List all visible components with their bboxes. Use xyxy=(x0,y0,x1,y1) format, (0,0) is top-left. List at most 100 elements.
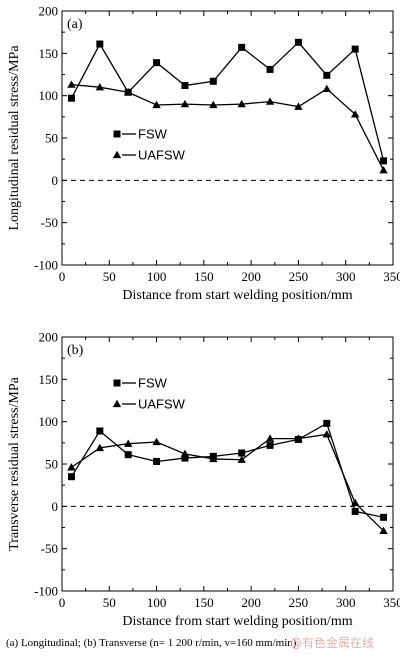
chart-a-series-fsw-point xyxy=(153,59,161,67)
chart-b-series-fsw-point xyxy=(124,451,132,459)
chart-b-series-uafsw-point xyxy=(350,498,360,507)
chart-b-plot-frame xyxy=(61,336,394,592)
chart-a-y-axis-title: Longitudinal residual stress/MPa xyxy=(7,45,22,231)
chart-b-series-uafsw-point xyxy=(152,437,161,446)
chart-a-ytick-label: 200 xyxy=(39,4,59,19)
chart-b-y-axis-title: Transverse residual stress/MPa xyxy=(7,376,22,550)
chart-b-series-uafsw-point xyxy=(124,439,133,447)
chart-b-ytick-label: -100 xyxy=(34,584,58,599)
chart-b-series-uafsw-point xyxy=(67,463,76,471)
chart-a-series-uafsw-point xyxy=(67,80,76,88)
chart-b-ytick-label: 50 xyxy=(45,457,58,472)
chart-a-series-uafsw-point xyxy=(209,100,218,109)
chart-a-series-uafsw-point xyxy=(294,102,303,110)
chart-a-xtick-label: 0 xyxy=(59,269,66,284)
chart-b-legend-label-fsw: FSW xyxy=(138,376,168,391)
chart-a-legend-marker-fsw xyxy=(113,130,121,138)
chart-b-series-fsw-point xyxy=(266,441,274,449)
chart-b-ytick-label: -50 xyxy=(41,541,58,556)
chart-b-series-uafsw-point xyxy=(265,434,275,442)
chart-a-series-fsw-point xyxy=(351,45,359,53)
chart-a-series-uafsw-point xyxy=(180,99,190,108)
chart-b-xtick-label: 200 xyxy=(241,595,261,610)
chart-a-series-fsw-point xyxy=(380,157,388,165)
chart-a-series-fsw-point xyxy=(238,43,246,51)
chart-b-series-fsw-point xyxy=(96,427,104,435)
chart-b-ytick-label: 150 xyxy=(39,372,59,387)
chart-b-xtick-label: 50 xyxy=(103,595,116,610)
chart-a-series-uafsw-point xyxy=(379,165,388,174)
chart-a-series-uafsw-point xyxy=(124,88,133,96)
chart-b-xtick-label: 150 xyxy=(194,595,214,610)
chart-b-series-fsw-point xyxy=(351,507,359,515)
chart-a-xtick-label: 50 xyxy=(103,269,116,284)
chart-a-ytick-label: 0 xyxy=(52,173,59,188)
chart-a-legend-marker-uafsw xyxy=(112,150,122,159)
chart-a-series-fsw-point xyxy=(323,71,331,79)
chart-a-ytick-label: 50 xyxy=(45,131,58,146)
chart-a-series-uafsw-point xyxy=(265,97,275,105)
chart-a-series-uafsw-point xyxy=(152,100,161,109)
chart-b-series-fsw-point xyxy=(153,457,161,465)
chart-a-series-uafsw-point xyxy=(350,110,360,118)
chart-b-ytick-label: 200 xyxy=(39,330,59,345)
chart-a-ytick-label: 150 xyxy=(39,46,59,61)
chart-b-ytick-label: 100 xyxy=(39,414,59,429)
chart-a-series-fsw-point xyxy=(67,94,75,102)
chart-b-series-fsw-point xyxy=(380,513,388,521)
chart-b-x-axis-title: Distance from start welding position/mm xyxy=(122,614,352,629)
chart-b-xtick-label: 100 xyxy=(147,595,167,610)
watermark: @有色金属在线 xyxy=(290,635,374,650)
chart-a-series-fsw-point xyxy=(181,82,189,90)
chart-a-xtick-label: 350 xyxy=(383,269,400,284)
chart-b-series-uafsw-line xyxy=(71,433,384,532)
chart-b-series-fsw-point xyxy=(323,419,331,427)
chart-b-ytick-label: 0 xyxy=(52,499,59,514)
chart-b-series-uafsw-point xyxy=(180,449,190,457)
chart-a-series-fsw-line xyxy=(70,41,385,162)
chart-a-series-fsw-point xyxy=(294,38,302,46)
chart-a-ytick-label: -100 xyxy=(34,258,58,273)
chart-b-xtick-label: 0 xyxy=(59,595,66,610)
chart-a-series-fsw-point xyxy=(266,65,274,73)
chart-b-legend-marker-fsw xyxy=(113,379,121,387)
chart-a-ytick-label: -50 xyxy=(41,215,58,230)
chart-b-series-fsw-line xyxy=(70,422,384,518)
chart-b-xtick-label: 300 xyxy=(336,595,356,610)
chart-a-series-fsw-point xyxy=(96,40,104,48)
chart-a-x-axis-title: Distance from start welding position/mm xyxy=(122,288,352,303)
chart-a-series-uafsw-line xyxy=(71,84,385,171)
chart-b-series-uafsw-point xyxy=(379,526,388,535)
chart-a-series-fsw-point xyxy=(209,77,217,85)
chart-b-legend-marker-uafsw xyxy=(112,399,122,408)
chart-a-xtick-label: 300 xyxy=(336,269,356,284)
chart-b-series-uafsw-point xyxy=(95,443,105,452)
chart-a-ytick-label: 100 xyxy=(39,88,59,103)
chart-b-series-uafsw-point xyxy=(237,455,246,463)
chart-a-xtick-label: 200 xyxy=(241,269,261,284)
chart-b-legend-label-uafsw: UAFSW xyxy=(138,397,186,412)
chart-a-plot-frame xyxy=(61,10,394,266)
chart-b-series-fsw-point xyxy=(181,454,189,462)
chart-a-legend-label-uafsw: UAFSW xyxy=(138,148,186,163)
chart-a-series-uafsw-point xyxy=(237,99,246,108)
chart-a-series-uafsw-point xyxy=(322,84,331,93)
chart-b-panel-label: (b) xyxy=(67,343,84,358)
chart-a-xtick-label: 250 xyxy=(289,269,309,284)
chart-a-legend-label-fsw: FSW xyxy=(138,127,168,142)
chart-a-xtick-label: 150 xyxy=(194,269,214,284)
chart-b-series-uafsw-point xyxy=(209,454,218,463)
chart-b-series-fsw-point xyxy=(67,473,75,481)
chart-a-xtick-label: 100 xyxy=(147,269,167,284)
chart-a-panel-label: (a) xyxy=(67,17,83,32)
chart-b-series-fsw-point xyxy=(238,449,246,457)
figure-caption: (a) Longitudinal; (b) Transverse (n= 1 2… xyxy=(6,637,297,649)
chart-a-series-uafsw-point xyxy=(95,83,105,91)
chart-b-series-uafsw-point xyxy=(322,430,331,438)
chart-b-xtick-label: 350 xyxy=(383,595,400,610)
chart-b-xtick-label: 250 xyxy=(289,595,309,610)
chart-b-series-uafsw-point xyxy=(294,434,303,442)
